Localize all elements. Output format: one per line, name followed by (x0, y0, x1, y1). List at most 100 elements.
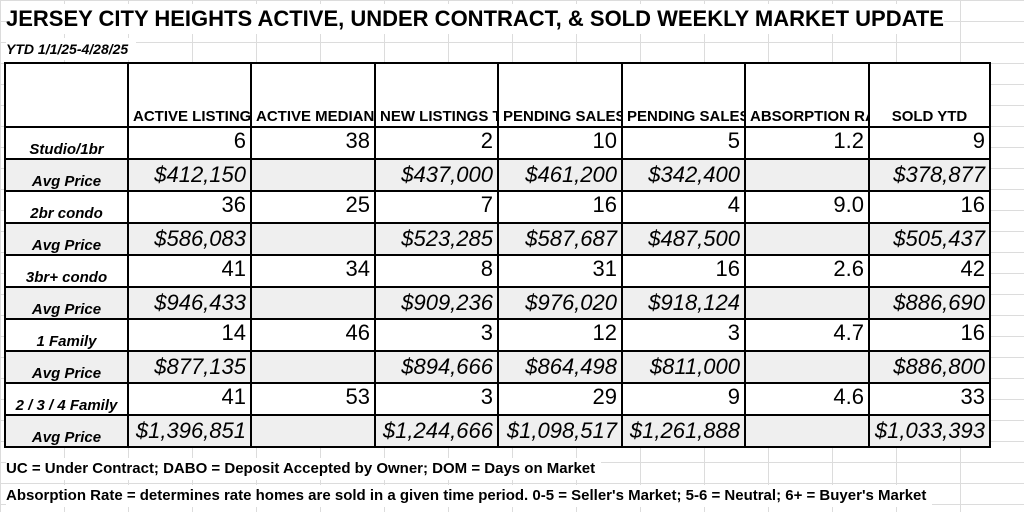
price-cell: $487,500 (621, 222, 746, 256)
price-cell (744, 158, 870, 192)
row-label: Avg Price (4, 158, 129, 192)
value-cell: 5 (621, 126, 746, 160)
value-cell: 1.2 (744, 126, 870, 160)
avg-price-row: Avg Price $412,150 $437,000 $461,200 $342,40… (4, 158, 991, 192)
price-cell: $505,437 (868, 222, 991, 256)
price-cell: $886,690 (868, 286, 991, 320)
price-cell: $886,800 (868, 350, 991, 384)
absorption-rate-note: Absorption Rate = determines rate homes … (6, 485, 933, 507)
price-cell (744, 414, 870, 448)
price-cell (744, 350, 870, 384)
page-title: JERSEY CITY HEIGHTS ACTIVE, UNDER CONTRA… (6, 4, 944, 34)
price-cell (250, 222, 376, 256)
abbreviations-note: UC = Under Contract; DABO = Deposit Acce… (6, 458, 602, 480)
value-cell: 16 (868, 318, 991, 352)
row-label: Avg Price (4, 414, 129, 448)
value-cell: 8 (374, 254, 499, 288)
price-cell: $1,396,851 (127, 414, 252, 448)
value-cell: 7 (374, 190, 499, 224)
row-label: 2 / 3 / 4 Family (4, 382, 129, 416)
value-cell: 12 (497, 318, 623, 352)
value-cell: 31 (497, 254, 623, 288)
value-cell: 14 (127, 318, 252, 352)
value-cell: 34 (250, 254, 376, 288)
property-type-row: Studio/1br 6 38 2 10 5 1.2 9 (4, 126, 991, 160)
price-cell: $437,000 (374, 158, 499, 192)
column-header: ACTIVE LISTINGS (127, 62, 252, 128)
value-cell: 33 (868, 382, 991, 416)
row-label: Avg Price (4, 286, 129, 320)
value-cell: 42 (868, 254, 991, 288)
row-label: 3br+ condo (4, 254, 129, 288)
price-cell (744, 222, 870, 256)
avg-price-row: Avg Price $586,083 $523,285 $587,687 $487,50… (4, 222, 991, 256)
value-cell: 16 (497, 190, 623, 224)
column-header: SOLD YTD (868, 62, 991, 128)
value-cell: 2 (374, 126, 499, 160)
price-cell (744, 286, 870, 320)
price-cell: $523,285 (374, 222, 499, 256)
value-cell: 36 (127, 190, 252, 224)
price-cell: $586,083 (127, 222, 252, 256)
price-cell (250, 350, 376, 384)
value-cell: 38 (250, 126, 376, 160)
value-cell: 3 (374, 318, 499, 352)
value-cell: 9 (621, 382, 746, 416)
value-cell: 53 (250, 382, 376, 416)
price-cell: $1,098,517 (497, 414, 623, 448)
value-cell: 16 (868, 190, 991, 224)
value-cell: 46 (250, 318, 376, 352)
value-cell: 10 (497, 126, 623, 160)
price-cell: $811,000 (621, 350, 746, 384)
row-label: 2br condo (4, 190, 129, 224)
price-cell: $976,020 (497, 286, 623, 320)
column-header: PENDING SALES LAST 30 DAYS (621, 62, 746, 128)
price-cell: $1,033,393 (868, 414, 991, 448)
value-cell: 9.0 (744, 190, 870, 224)
price-cell: $918,124 (621, 286, 746, 320)
price-cell: $864,498 (497, 350, 623, 384)
column-header: ACTIVE MEDIAN DOM (250, 62, 376, 128)
price-cell: $946,433 (127, 286, 252, 320)
price-cell: $1,244,666 (374, 414, 499, 448)
price-cell: $894,666 (374, 350, 499, 384)
property-type-row: 2br condo 36 25 7 16 4 9.0 16 (4, 190, 991, 224)
column-header: PENDING SALES (UC / DABO) (497, 62, 623, 128)
price-cell: $909,236 (374, 286, 499, 320)
property-type-row: 2 / 3 / 4 Family 41 53 3 29 9 4.6 33 (4, 382, 991, 416)
value-cell: 6 (127, 126, 252, 160)
row-label: Studio/1br (4, 126, 129, 160)
value-cell: 4.6 (744, 382, 870, 416)
column-header: ABSORPTION RATE (744, 62, 870, 128)
value-cell: 25 (250, 190, 376, 224)
header-corner-cell (4, 62, 129, 128)
value-cell: 4.7 (744, 318, 870, 352)
price-cell: $378,877 (868, 158, 991, 192)
row-label: Avg Price (4, 350, 129, 384)
value-cell: 3 (621, 318, 746, 352)
value-cell: 2.6 (744, 254, 870, 288)
price-cell: $877,135 (127, 350, 252, 384)
price-cell: $587,687 (497, 222, 623, 256)
value-cell: 16 (621, 254, 746, 288)
price-cell: $461,200 (497, 158, 623, 192)
avg-price-row: Avg Price $946,433 $909,236 $976,020 $918,12… (4, 286, 991, 320)
avg-price-row: Avg Price $877,135 $894,666 $864,498 $811,00… (4, 350, 991, 384)
value-cell: 41 (127, 382, 252, 416)
value-cell: 41 (127, 254, 252, 288)
price-cell: $1,261,888 (621, 414, 746, 448)
value-cell: 29 (497, 382, 623, 416)
avg-price-row: Avg Price $1,396,851 $1,244,666 $1,098,517 $… (4, 414, 991, 448)
column-header: NEW LISTINGS THIS WEEK (374, 62, 499, 128)
price-cell: $412,150 (127, 158, 252, 192)
price-cell (250, 158, 376, 192)
property-type-row: 1 Family 14 46 3 12 3 4.7 16 (4, 318, 991, 352)
value-cell: 4 (621, 190, 746, 224)
row-label: 1 Family (4, 318, 129, 352)
row-label: Avg Price (4, 222, 129, 256)
date-range-subtitle: YTD 1/1/25-4/28/25 (6, 38, 137, 60)
property-type-row: 3br+ condo 41 34 8 31 16 2.6 42 (4, 254, 991, 288)
price-cell (250, 414, 376, 448)
